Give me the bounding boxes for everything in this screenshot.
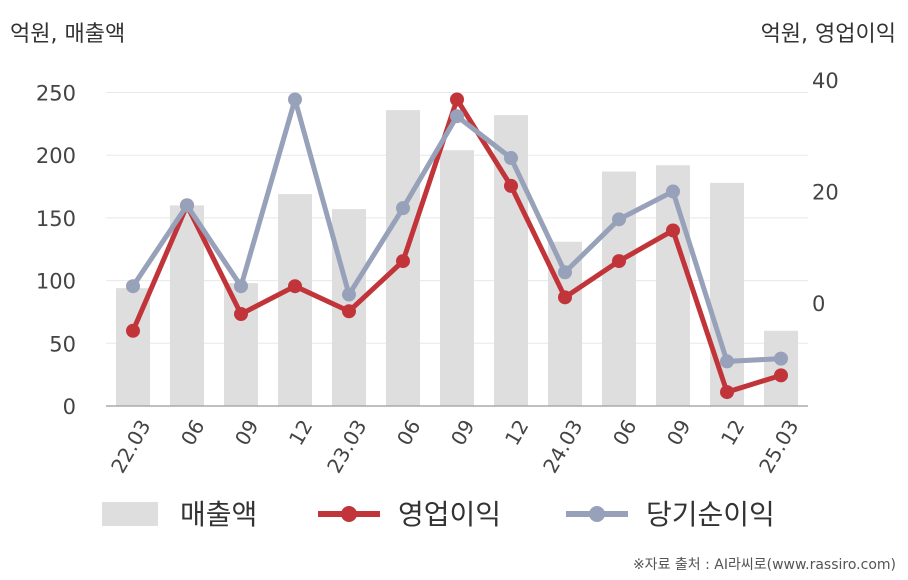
net-income-point xyxy=(180,198,194,213)
operating-profit-point xyxy=(504,178,518,193)
net-income-point xyxy=(612,212,626,227)
net-income-point xyxy=(558,265,572,280)
left-axis-title: 억원, 매출액 xyxy=(10,22,126,47)
legend-revenue-label: 매출액 xyxy=(180,498,257,531)
net-income-point xyxy=(504,151,518,166)
left-axis-ticks: 0 50 100 150 200 250 xyxy=(36,82,76,419)
left-tick-label: 100 xyxy=(36,270,76,294)
x-tick-label: 06 xyxy=(392,416,426,450)
net-income-point xyxy=(450,109,464,124)
operating-profit-point xyxy=(774,368,788,383)
operating-profit-point xyxy=(234,307,248,322)
left-tick-label: 200 xyxy=(36,144,76,168)
right-axis-ticks: 0 20 40 xyxy=(812,69,839,316)
net-income-point xyxy=(126,279,140,294)
net-income-point xyxy=(396,201,410,216)
x-tick-label: 09 xyxy=(662,416,696,450)
operating-profit-point xyxy=(396,254,410,269)
legend-operating-profit-marker xyxy=(341,506,357,522)
operating-profit-point xyxy=(450,92,464,107)
x-tick-label: 22.03 xyxy=(106,416,155,478)
revenue-bar xyxy=(656,165,690,406)
x-tick-label: 06 xyxy=(608,416,642,450)
x-tick-label: 06 xyxy=(176,416,210,450)
source-note: ※자료 출처 : AI라씨로(www.rassiro.com) xyxy=(632,557,896,573)
legend-operating-profit-label: 영업이익 xyxy=(398,498,501,531)
legend: 매출액 영업이익 당기순이익 xyxy=(102,498,775,531)
revenue-bar xyxy=(440,150,474,406)
net-income-point xyxy=(342,287,356,302)
revenue-bar xyxy=(224,283,258,406)
operating-profit-point xyxy=(666,223,680,238)
x-tick-label: 24.03 xyxy=(538,416,587,478)
x-tick-label: 25.03 xyxy=(754,416,803,478)
right-tick-label: 20 xyxy=(812,180,839,204)
legend-net-income-label: 당기순이익 xyxy=(646,498,775,531)
operating-profit-point xyxy=(558,290,572,305)
net-income-point xyxy=(720,354,734,369)
revenue-bar xyxy=(278,194,312,406)
operating-profit-point xyxy=(342,304,356,319)
x-tick-label: 12 xyxy=(716,416,750,450)
x-tick-label: 12 xyxy=(284,416,318,450)
left-tick-label: 150 xyxy=(36,207,76,231)
x-tick-label: 09 xyxy=(446,416,480,450)
revenue-bar xyxy=(170,205,204,406)
x-tick-label: 12 xyxy=(500,416,534,450)
net-income-point xyxy=(288,92,302,107)
operating-profit-point xyxy=(612,254,626,269)
operating-profit-point xyxy=(720,385,734,400)
revenue-bar xyxy=(710,182,744,406)
operating-profit-point xyxy=(126,323,140,338)
right-tick-label: 40 xyxy=(812,69,839,93)
operating-profit-point xyxy=(288,279,302,294)
net-income-point xyxy=(666,184,680,199)
net-income-point xyxy=(774,351,788,366)
left-tick-label: 250 xyxy=(36,82,76,106)
revenue-bar xyxy=(602,171,636,406)
x-tick-label: 23.03 xyxy=(322,416,371,478)
legend-revenue-swatch xyxy=(102,502,158,526)
left-tick-label: 50 xyxy=(49,332,76,356)
net-income-point xyxy=(234,279,248,294)
right-axis-title: 억원, 영업이익 xyxy=(760,22,896,47)
legend-net-income-marker xyxy=(589,506,605,522)
left-tick-label: 0 xyxy=(63,395,76,419)
profit-lines xyxy=(126,92,788,400)
x-axis-ticks: 22.03 06 09 12 23.03 06 09 12 24.03 06 09 12 25.03 xyxy=(106,416,803,478)
right-tick-label: 0 xyxy=(812,292,825,316)
x-tick-label: 09 xyxy=(230,416,264,450)
